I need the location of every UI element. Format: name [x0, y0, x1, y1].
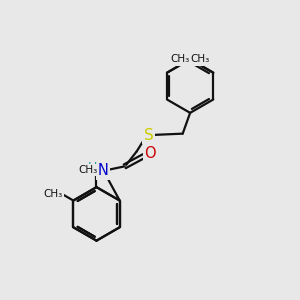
- Text: S: S: [144, 128, 153, 142]
- Text: CH₃: CH₃: [44, 189, 63, 199]
- Text: CH₃: CH₃: [79, 165, 98, 175]
- Text: CH₃: CH₃: [190, 55, 210, 64]
- Text: H: H: [87, 161, 97, 174]
- Text: O: O: [144, 146, 156, 161]
- Text: CH₃: CH₃: [170, 55, 190, 64]
- Text: N: N: [98, 163, 109, 178]
